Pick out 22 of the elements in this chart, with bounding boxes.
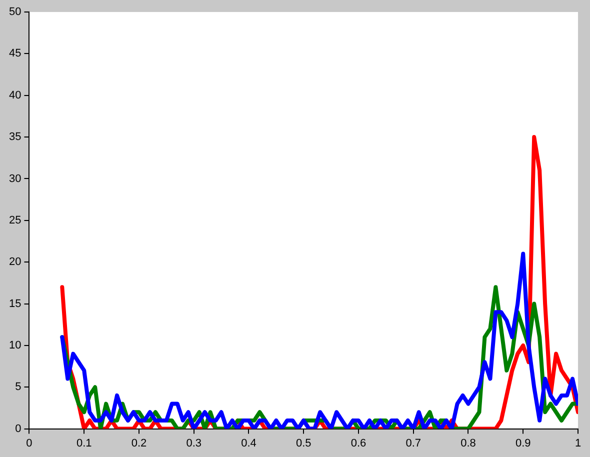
y-tick-label: 20: [8, 256, 22, 268]
y-tick-label: 35: [8, 131, 22, 144]
y-tick-label: 10: [8, 339, 22, 352]
x-tick-label: 0.3: [186, 437, 202, 450]
x-tick-label: 0.5: [296, 437, 312, 450]
x-tick-label: 0.9: [515, 437, 531, 450]
x-tick-label: 1: [574, 437, 582, 450]
y-tick-label: 40: [8, 89, 22, 102]
x-tick-label: 0.2: [131, 437, 147, 450]
x-tick-label: 0.6: [350, 437, 366, 450]
y-tick-label: 15: [8, 298, 22, 310]
y-tick-label: 25: [8, 214, 22, 226]
y-tick-label: 30: [8, 172, 22, 185]
y-tick-label: 5: [15, 381, 22, 394]
x-tick-label: 0.1: [76, 437, 92, 450]
y-tick-label: 0: [15, 422, 22, 435]
x-tick-label: 0.8: [460, 437, 476, 450]
y-tick-label: 45: [8, 48, 22, 60]
y-tick-label: 50: [8, 6, 22, 18]
x-tick-label: 0.4: [241, 437, 256, 450]
x-tick-label: 0: [26, 437, 32, 450]
x-tick-label: 0.7: [406, 437, 422, 450]
